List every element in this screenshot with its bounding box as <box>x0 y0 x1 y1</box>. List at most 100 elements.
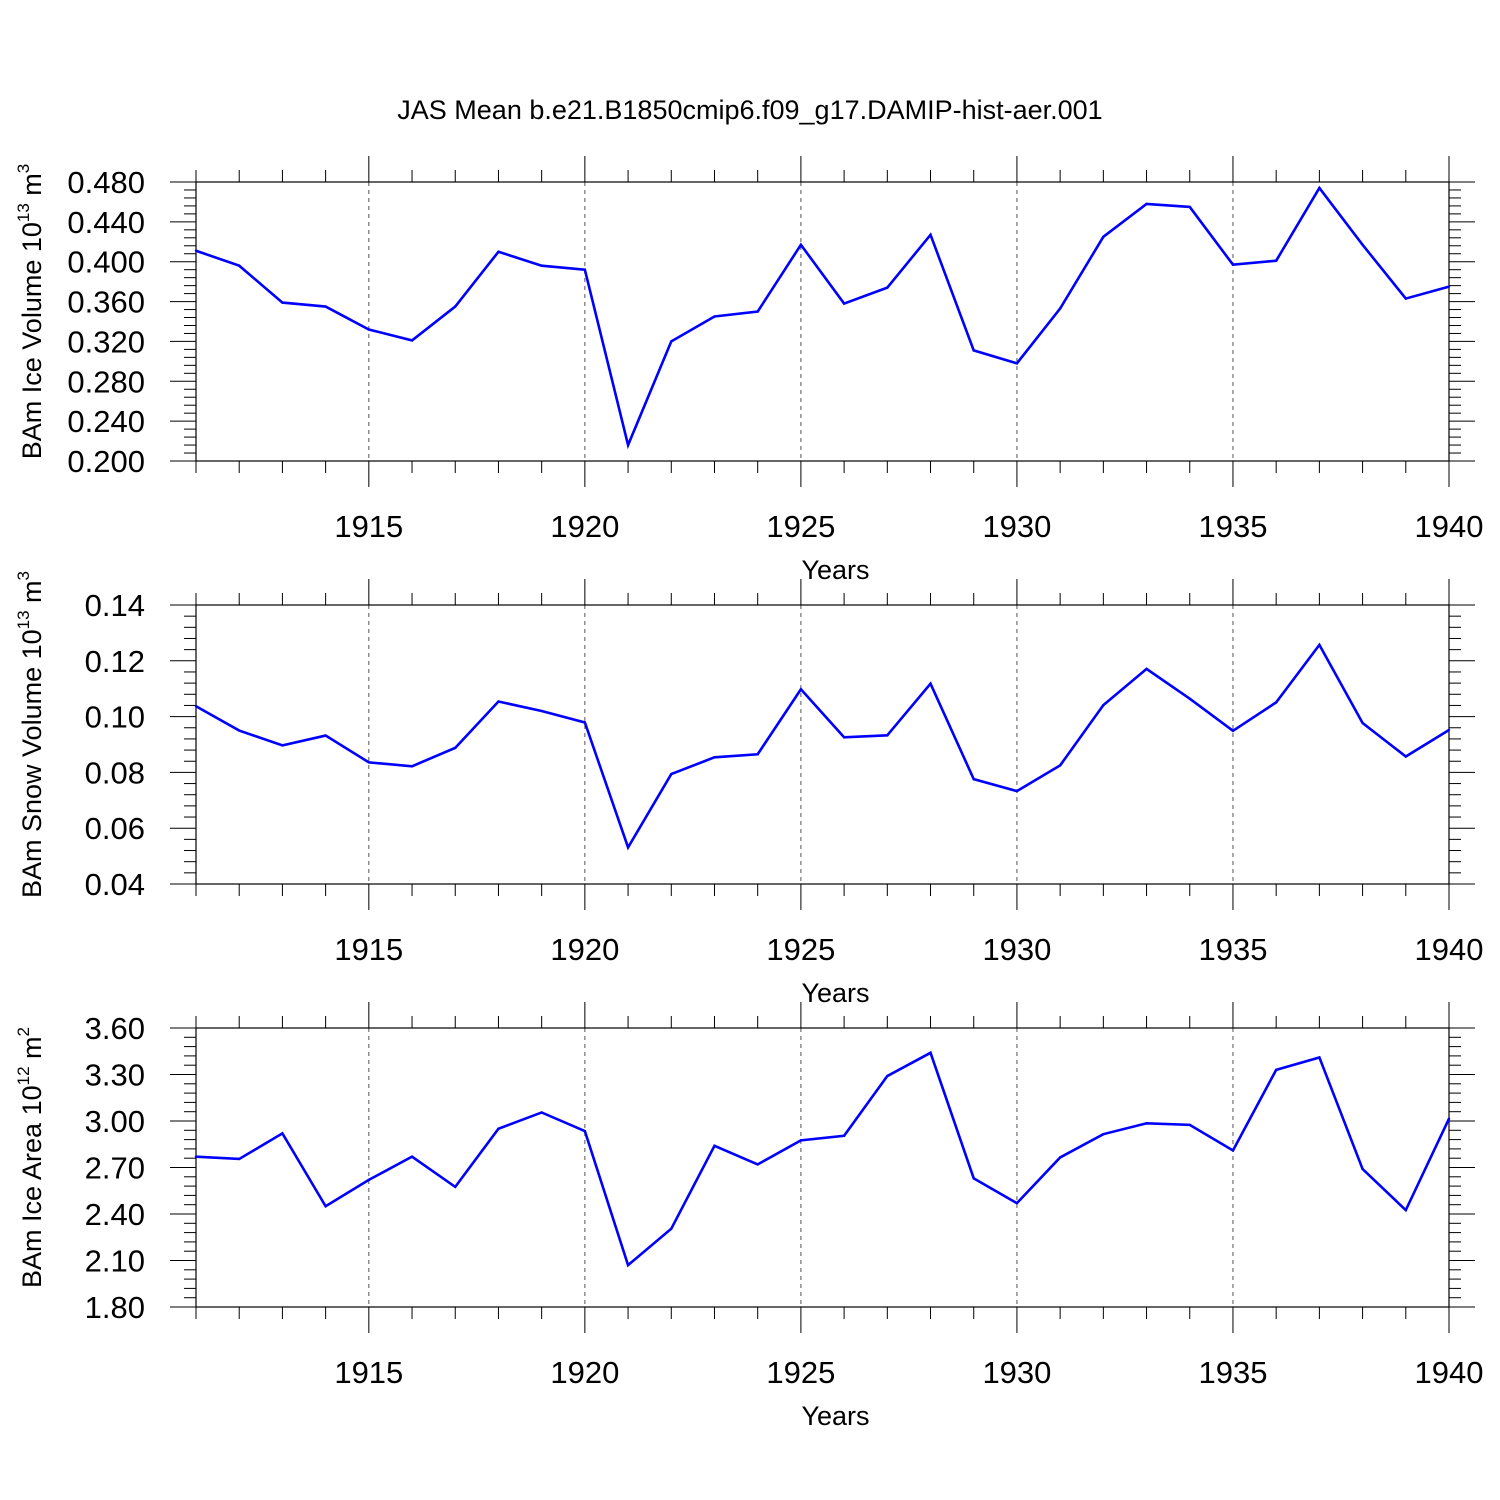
data-point <box>842 736 846 739</box>
data-point <box>1361 243 1364 246</box>
x-tick-label: 1940 <box>1415 1355 1484 1390</box>
y-tick-label: 0.10 <box>85 700 145 735</box>
y-tick-label: 0.06 <box>85 811 145 846</box>
data-point <box>281 1132 284 1135</box>
y-tick-label: 0.440 <box>67 205 145 240</box>
x-tick-label: 1925 <box>766 1355 835 1390</box>
data-point <box>367 1178 371 1182</box>
x-tick-label: 1935 <box>1198 1355 1267 1390</box>
data-point <box>842 302 846 305</box>
y-tick-label: 1.80 <box>85 1290 145 1325</box>
x-tick-label: 1940 <box>1415 509 1484 544</box>
data-point <box>324 305 327 308</box>
series-line <box>195 1050 1451 1268</box>
data-point <box>1231 263 1235 266</box>
data-point <box>626 443 630 447</box>
data-point <box>583 721 587 724</box>
data-point <box>713 1144 716 1148</box>
data-point <box>1015 789 1019 793</box>
data-point <box>1058 1156 1062 1159</box>
y-tick-label: 0.480 <box>67 165 145 200</box>
data-point <box>324 1205 327 1208</box>
x-tick-label: 1915 <box>334 932 403 967</box>
data-point <box>497 250 500 253</box>
data-point <box>1404 1208 1407 1212</box>
data-point <box>1447 1117 1451 1120</box>
y-tick-label: 0.14 <box>85 588 145 623</box>
data-point <box>410 1155 414 1158</box>
data-point <box>670 340 673 343</box>
data-point <box>583 268 587 271</box>
data-point <box>972 777 975 781</box>
data-point <box>238 1157 241 1161</box>
y-axis-title: BAm Snow Volume 1013 m3 <box>14 571 47 898</box>
data-point <box>497 700 500 703</box>
data-point <box>1318 643 1321 647</box>
x-tick-label: 1915 <box>334 509 403 544</box>
x-tick-label: 1925 <box>766 932 835 967</box>
plot-frame <box>195 604 1450 885</box>
x-tick-label: 1920 <box>550 1355 619 1390</box>
data-point <box>713 315 716 318</box>
data-point <box>756 310 759 313</box>
plot-frame <box>195 181 1450 462</box>
data-point <box>281 301 284 304</box>
data-point <box>972 1177 975 1180</box>
data-point <box>929 682 932 685</box>
series-line <box>195 642 1450 851</box>
y-tick-label: 2.40 <box>85 1197 145 1232</box>
y-tick-label: 0.320 <box>67 324 145 359</box>
y-tick-label: 2.10 <box>85 1244 145 1279</box>
data-point <box>670 772 673 776</box>
y-tick-label: 0.08 <box>85 755 145 790</box>
data-point <box>281 744 284 747</box>
data-point <box>1231 729 1235 733</box>
x-axis-title: Years <box>801 1401 869 1431</box>
data-point <box>1361 1167 1364 1171</box>
data-point <box>1188 205 1191 209</box>
data-point <box>497 1127 500 1130</box>
data-point <box>1145 667 1148 671</box>
data-point <box>799 243 803 246</box>
data-point <box>367 328 371 331</box>
data-point <box>1231 1149 1235 1152</box>
y-tick-label: 0.400 <box>67 245 145 280</box>
data-point <box>454 305 457 308</box>
data-point <box>1145 1122 1148 1125</box>
data-point <box>799 1139 803 1142</box>
data-point <box>194 1155 198 1158</box>
x-tick-label: 1920 <box>550 932 619 967</box>
series-line <box>195 185 1450 450</box>
data-point <box>454 1185 457 1189</box>
y-tick-label: 0.12 <box>85 644 145 679</box>
data-point <box>1447 285 1451 288</box>
data-point <box>626 1263 630 1267</box>
y-axis-title: BAm Ice Volume 1013 m3 <box>14 164 47 460</box>
data-point <box>1274 259 1278 262</box>
data-point <box>1058 764 1062 767</box>
data-point <box>324 734 327 737</box>
data-point <box>626 846 630 849</box>
data-point <box>1404 755 1407 758</box>
data-point <box>540 1111 543 1114</box>
data-point <box>1274 701 1278 704</box>
data-point <box>756 753 759 756</box>
x-tick-label: 1920 <box>550 509 619 544</box>
y-tick-label: 0.200 <box>67 444 145 479</box>
data-point <box>1015 1201 1019 1205</box>
panel-snow-volume: 1915 1920 1925 1930 1935 1940 0.04 0.06 0.08 0.10… <box>14 571 1483 1008</box>
figure-title: JAS Mean b.e21.B1850cmip6.f09_g17.DAMIP-… <box>397 95 1102 125</box>
data-point <box>886 1074 889 1078</box>
data-point <box>929 1051 932 1055</box>
y-tick-label: 2.70 <box>85 1151 145 1186</box>
panel-ice-volume: 1915 1920 1925 1930 1935 1940 0.200 0.240 0.280 0… <box>14 156 1483 585</box>
y-tick-label: 3.60 <box>85 1011 145 1046</box>
data-point <box>670 1227 673 1230</box>
data-point <box>194 705 198 708</box>
data-point <box>799 688 803 691</box>
x-tick-label: 1930 <box>982 1355 1051 1390</box>
data-point <box>1447 728 1451 732</box>
data-point <box>929 233 932 237</box>
data-point <box>238 264 241 267</box>
